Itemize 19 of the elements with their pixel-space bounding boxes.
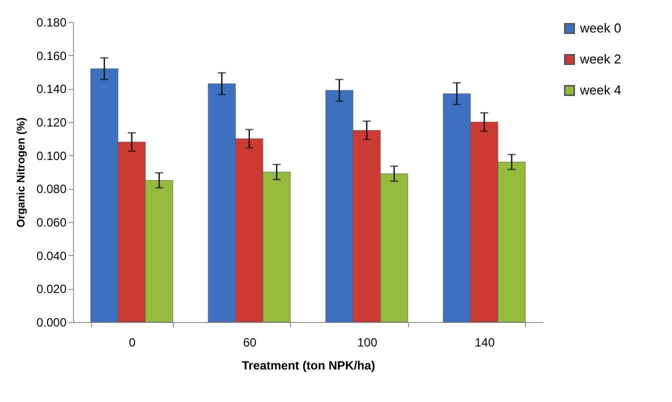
y-tick-label: 0.060 [36, 216, 67, 230]
y-tick-label: 0.100 [36, 148, 67, 163]
x-tick-label: 0 [128, 336, 136, 350]
y-tick-label: 0.020 [36, 282, 67, 296]
legend-label: week 0 [579, 20, 622, 36]
y-tick-label: 0.180 [36, 16, 67, 30]
y-axis-title: Organic Nitrogen (%) [15, 117, 28, 228]
x-tick-label: 60 [243, 336, 257, 350]
y-tick-label: 0.120 [36, 116, 67, 130]
legend-label: week 2 [579, 52, 622, 66]
y-tick-label: 0.000 [36, 316, 67, 330]
y-tick-label: 0.140 [36, 82, 67, 96]
x-tick-label: 140 [474, 336, 496, 350]
y-tick-label: 0.040 [36, 248, 67, 263]
y-tick-label: 0.160 [36, 48, 67, 63]
x-axis-title: Treatment (ton NPK/ha) [242, 358, 376, 372]
y-tick-label: 0.080 [36, 182, 67, 196]
x-tick-label: 100 [357, 336, 378, 350]
legend-label: week 4 [579, 82, 622, 98]
